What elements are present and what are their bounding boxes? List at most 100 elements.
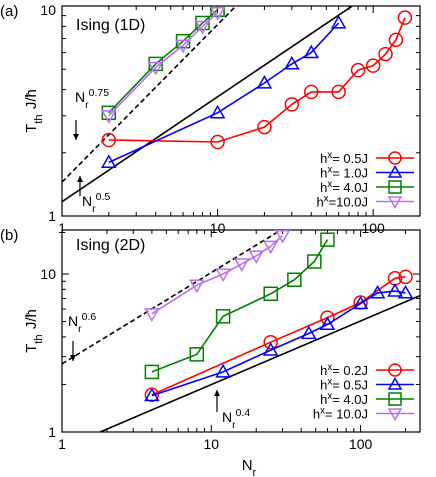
data-point-circle (263, 334, 278, 350)
data-point-square (210, 6, 225, 17)
legend-label-part: h (320, 180, 327, 195)
panel-label: (a) (0, 3, 18, 20)
data-point-triangle-up (301, 325, 317, 340)
reference-line-label-part: r (232, 419, 236, 431)
data-point-circle (378, 46, 393, 62)
data-point-triangle-up (215, 363, 231, 378)
reference-line-label: Nr0.6 (68, 311, 96, 335)
legend-label-part: =10.0J (329, 195, 368, 210)
data-point-triangle-up (387, 283, 403, 297)
panel-title-part: Ising (2D) (76, 237, 145, 254)
data-point-circle (331, 84, 346, 100)
panel-title: Ising (2D) (76, 237, 145, 254)
data-point-circle (388, 32, 404, 48)
y-tick-label: 1 (48, 424, 56, 440)
reference-line-dashed (62, 6, 238, 183)
data-point-square (189, 347, 205, 362)
data-point-square (307, 254, 322, 269)
y-axis-label-part: th (33, 114, 45, 123)
data-point-triangle-up (284, 55, 300, 70)
y-tick-label: 10 (40, 2, 56, 18)
legend-label-part: h (316, 195, 323, 210)
legend-label-part: h (320, 392, 327, 407)
plot-area (62, 230, 420, 432)
reference-line-label-part: N (68, 313, 78, 329)
legend-label-part: = 0.2J (332, 363, 368, 378)
panel-title-part: Ising (1D) (76, 17, 145, 34)
legend-swatch-marker (387, 196, 403, 210)
plot-frame (61, 5, 421, 217)
data-point-circle (304, 84, 319, 100)
legend-label-part: x (324, 193, 329, 204)
series-line-3 (151, 235, 284, 315)
y-tick-label: 10 (40, 266, 56, 282)
legend-label-part: = 4.0J (332, 392, 368, 407)
data-point-circle (365, 58, 381, 73)
panel-title: Ising (1D) (76, 17, 145, 34)
legend-label-part: x (327, 179, 332, 190)
legend-swatch-marker (388, 363, 402, 377)
data-point-triangle-up (262, 342, 279, 356)
legend-label-part: = 0.5J (332, 378, 368, 393)
data-point-square (215, 309, 231, 324)
y-axis-label-part: J/ħ (23, 89, 40, 113)
data-point-square (263, 286, 278, 302)
reference-line-label-part: 0.4 (236, 407, 251, 419)
reference-line-label-part: N (222, 409, 232, 425)
series-line-2 (151, 239, 329, 373)
data-point-triangle-down (147, 61, 164, 76)
reference-line-label: Nr0.4 (222, 407, 250, 431)
legend-label: hx= 4.0J (320, 391, 368, 408)
legend-swatch-marker (387, 408, 403, 422)
legend-swatch-marker (387, 164, 403, 178)
legend-label-part: x (327, 391, 332, 402)
x-tick-label-part: 1 (58, 220, 66, 236)
y-axis-label: Tth J/ħ (23, 89, 45, 133)
series-line-0 (108, 17, 406, 143)
legend-label: hx= 10.0J (313, 405, 368, 422)
y-tick-label-part: 1 (48, 424, 56, 440)
reference-line-solid (62, 6, 354, 203)
reference-arrow-head (73, 134, 79, 140)
reference-line-label-part: r (78, 323, 82, 335)
reference-arrow-head (70, 355, 76, 361)
y-axis-label-part: T (23, 124, 40, 133)
reference-line-label: Nr0.5 (82, 191, 110, 215)
reference-arrow-head (214, 390, 220, 396)
y-axis-label-part: th (33, 334, 45, 343)
data-point-triangle-up (209, 104, 226, 119)
data-point-triangle-down (274, 230, 291, 244)
series-line-2 (108, 9, 219, 114)
y-tick-label-part: 1 (48, 208, 56, 224)
legend-swatch-marker (388, 392, 402, 406)
reference-line-label: Nr0.75 (75, 87, 109, 111)
plot-area (62, 6, 413, 203)
legend-label-part: h (320, 166, 327, 181)
legend-label-part: h (320, 363, 327, 378)
data-point-triangle-down (209, 6, 226, 21)
data-point-triangle-down (248, 250, 265, 265)
reference-arrow-head (77, 176, 83, 182)
data-point-circle (284, 97, 300, 112)
x-tick-label: 100 (361, 220, 385, 236)
reference-line-label-part: r (92, 203, 96, 215)
data-point-triangle-up (369, 284, 386, 299)
data-point-square (144, 364, 160, 380)
data-point-triangle-down (144, 308, 160, 322)
data-point-triangle-up (397, 284, 414, 299)
data-point-triangle-up (352, 295, 369, 310)
reference-line-solid (99, 294, 420, 432)
legend-swatch-marker (387, 376, 403, 390)
legend-label: hx= 0.5J (320, 376, 368, 393)
data-point-square (320, 232, 335, 247)
x-tick-label-part: 10 (204, 436, 220, 452)
data-point-circle (398, 269, 413, 285)
legend-label-part: x (327, 376, 332, 387)
y-tick-label-part: 10 (40, 2, 56, 18)
legend-label-part: h (320, 378, 327, 393)
legend-label: hx= 4.0J (320, 179, 368, 196)
legend-label-part: x (320, 405, 325, 416)
x-axis-label-part: N (242, 457, 253, 474)
